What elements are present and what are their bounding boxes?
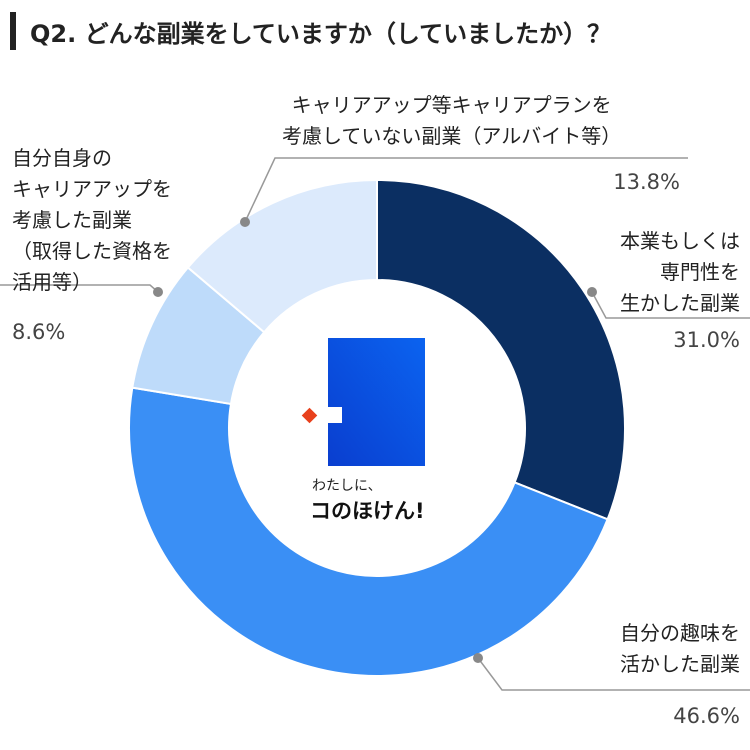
leader-dot: [587, 287, 597, 297]
leader-line: [244, 157, 688, 223]
leader-line: [591, 291, 750, 319]
leader-line: [477, 657, 750, 691]
value-label: 13.8%: [613, 170, 680, 194]
category-label: 本業もしくは 専門性を 生かした副業: [620, 229, 740, 315]
logo-name: コのほけん!: [310, 499, 425, 523]
category-label: 自分の趣味を 活かした副業: [620, 621, 740, 676]
title-bar: [10, 12, 16, 50]
donut-segment: [186, 178, 378, 334]
logo-square: [328, 338, 425, 466]
logo-tagline: わたしに、: [312, 478, 382, 494]
category-label: キャリアアップ等キャリアプランを 考慮していない副業（アルバイト等）: [282, 93, 622, 148]
value-label: 31.0%: [673, 328, 740, 352]
logo-diamond: [301, 407, 318, 424]
value-label: 8.6%: [12, 320, 66, 344]
value-label: 46.6%: [673, 704, 740, 728]
chart-title: Q2. どんな副業をしていますか（していましたか）？: [30, 20, 612, 48]
leader-dot: [240, 217, 250, 227]
logo: わたしに、 コのほけん!: [301, 338, 425, 523]
donut: [128, 178, 626, 677]
leader-dot: [473, 653, 483, 663]
donut-segment: [128, 386, 609, 677]
leader-dot: [153, 287, 163, 297]
donut-segment: [376, 178, 626, 521]
category-label: 自分自身の キャリアアップを 考慮した副業 （取得した資格を 活用等）: [12, 146, 172, 294]
logo-notch: [318, 407, 342, 423]
